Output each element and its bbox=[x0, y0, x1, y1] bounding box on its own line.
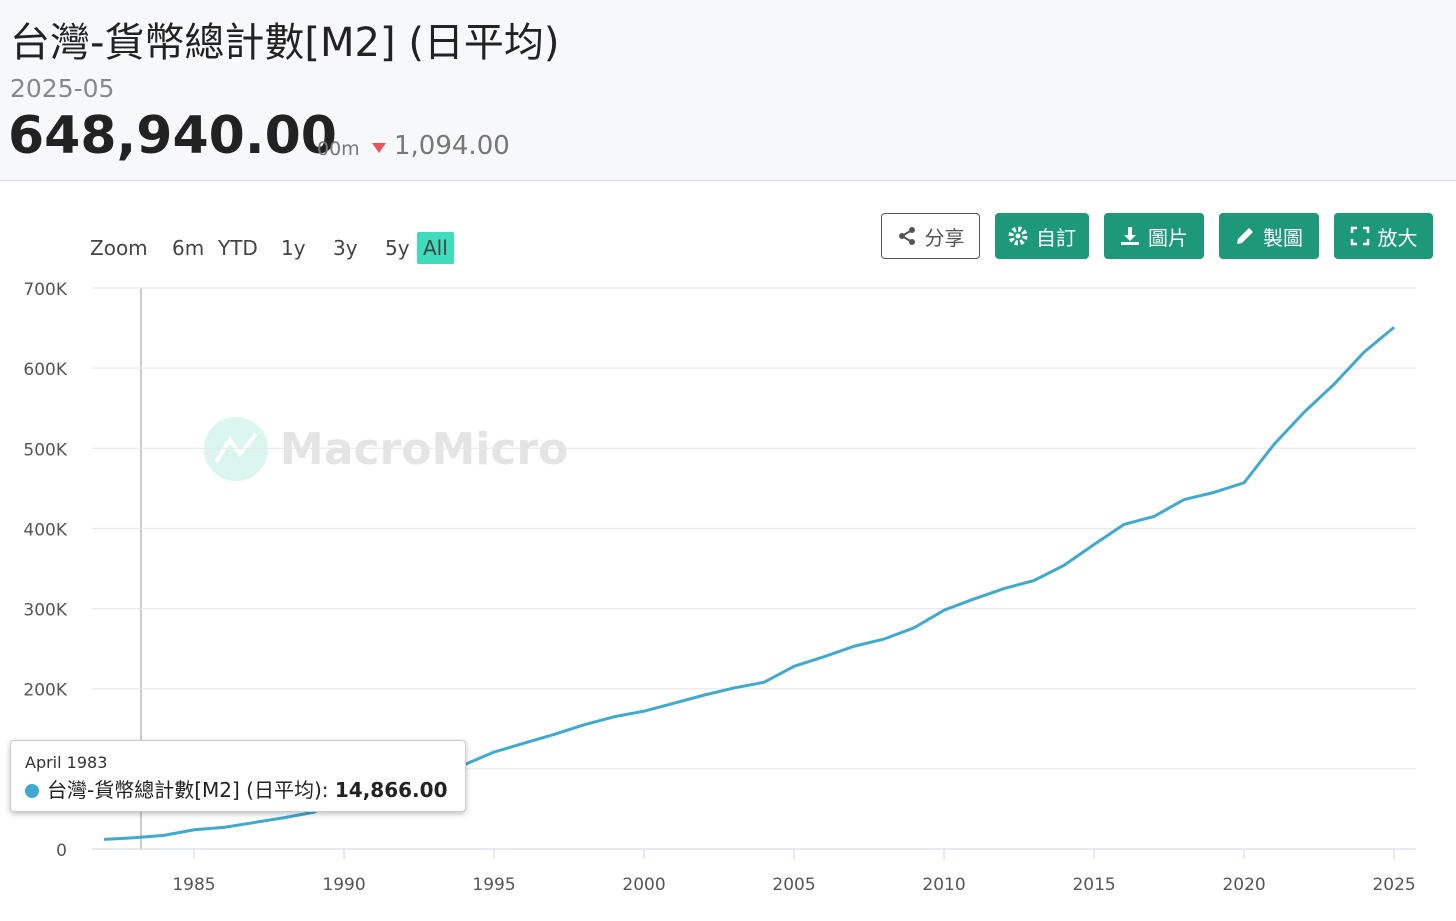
icon bbox=[898, 227, 915, 245]
date: 2025-05 bbox=[10, 74, 115, 103]
y-tick-label: 200K bbox=[23, 681, 67, 701]
zoom-button[interactable]: 3y bbox=[333, 236, 358, 260]
draw-button[interactable]: 製圖 bbox=[1219, 213, 1319, 259]
button-label: 分享 bbox=[924, 225, 965, 250]
zoom-button[interactable]: 6m bbox=[172, 236, 205, 260]
zoom-button[interactable]: All bbox=[417, 232, 454, 264]
x-tick-label: 1990 bbox=[322, 875, 365, 895]
tooltip: April 1983 台灣-貨幣總計數[M2] (日平均): 14,866.00 bbox=[10, 740, 466, 812]
zoom-button[interactable]: 5y bbox=[385, 236, 410, 260]
expand-button[interactable]: 放大 bbox=[1334, 213, 1433, 259]
x-tick-label: 2000 bbox=[622, 875, 665, 895]
button-label: 自訂 bbox=[1036, 225, 1076, 250]
zoom-label: Zoom bbox=[90, 236, 148, 260]
unit: 00m bbox=[317, 138, 360, 160]
down-arrow bbox=[372, 143, 386, 153]
title: 台灣-貨幣總計數[M2] (日平均) bbox=[10, 20, 560, 66]
y-tick-label: 500K bbox=[23, 440, 67, 460]
y-tick-label: 0 bbox=[56, 841, 67, 861]
icon bbox=[1237, 228, 1253, 244]
header: 台灣-貨幣總計數[M2] (日平均) 2025-05 648,940.00 00… bbox=[0, 0, 1456, 181]
x-tick-label: 1995 bbox=[472, 875, 515, 895]
watermark-logo bbox=[204, 417, 268, 481]
change: 1,094.00 bbox=[394, 131, 510, 161]
icon bbox=[1008, 226, 1028, 246]
value: 648,940.00 bbox=[8, 106, 337, 166]
tooltip-row: 台灣-貨幣總計數[M2] (日平均): 14,866.00 bbox=[25, 774, 451, 803]
x-tick-label: 2015 bbox=[1072, 875, 1115, 895]
tooltip-marker bbox=[25, 784, 39, 798]
tooltip-value: 14,866.00 bbox=[334, 778, 448, 802]
button-label: 製圖 bbox=[1263, 225, 1303, 250]
x-tick-label: 2025 bbox=[1372, 875, 1415, 895]
y-tick-label: 300K bbox=[23, 601, 67, 621]
zoom-button[interactable]: YTD bbox=[218, 236, 258, 260]
button-label: 圖片 bbox=[1148, 225, 1188, 250]
y-tick-label: 700K bbox=[23, 280, 67, 300]
tooltip-series: 台灣-貨幣總計數[M2] (日平均): bbox=[47, 778, 329, 802]
x-tick-label: 2010 bbox=[922, 875, 965, 895]
share-button[interactable]: 分享 bbox=[881, 213, 980, 259]
icon bbox=[1121, 227, 1139, 245]
x-tick-label: 2005 bbox=[772, 875, 815, 895]
watermark: MacroMicro bbox=[280, 424, 568, 475]
y-tick-label: 600K bbox=[23, 360, 67, 380]
x-tick-label: 2020 bbox=[1222, 875, 1265, 895]
x-tick-label: 1985 bbox=[172, 875, 215, 895]
customize-button[interactable]: 自訂 bbox=[995, 213, 1089, 259]
zoom-button[interactable]: 1y bbox=[281, 236, 306, 260]
y-tick-label: 400K bbox=[23, 520, 67, 540]
image-button[interactable]: 圖片 bbox=[1104, 213, 1204, 259]
tooltip-date: April 1983 bbox=[25, 753, 108, 772]
icon bbox=[1350, 226, 1369, 246]
button-label: 放大 bbox=[1377, 225, 1418, 250]
